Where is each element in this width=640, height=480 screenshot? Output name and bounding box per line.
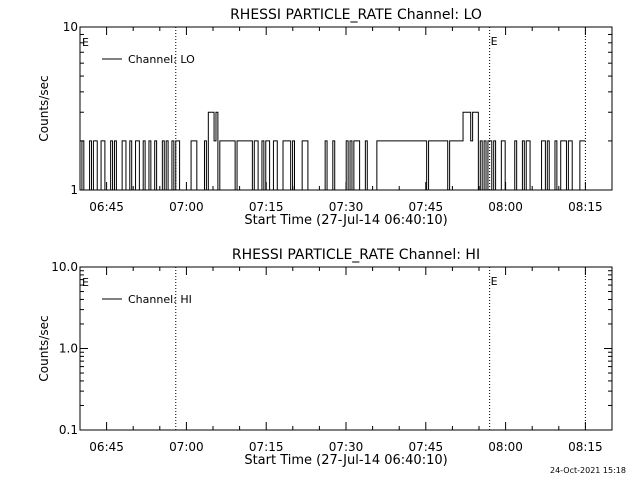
edge-label: E <box>82 36 89 49</box>
x-tick-label: 07:00 <box>169 440 204 454</box>
x-tick-label: 07:45 <box>409 200 444 214</box>
chart-title: RHESSI PARTICLE_RATE Channel: HI <box>232 247 480 263</box>
timestamp: 24-Oct-2021 15:18 <box>550 466 626 475</box>
x-tick-label: 06:45 <box>89 200 124 214</box>
edge-label: E <box>82 276 89 289</box>
series-line <box>79 111 586 191</box>
legend-label: Channel: HI <box>128 293 192 306</box>
y-tick-label: 1.0 <box>59 342 78 356</box>
x-tick-label: 06:45 <box>89 440 124 454</box>
x-tick-label: 08:15 <box>568 440 603 454</box>
marker-label: E <box>491 35 498 48</box>
x-tick-label: 07:15 <box>249 200 284 214</box>
marker-label: E <box>491 275 498 288</box>
x-tick-label: 08:15 <box>568 200 603 214</box>
y-tick-label: 1 <box>70 183 78 197</box>
y-tick-label: 10 <box>63 20 78 34</box>
legend-label: Channel: LO <box>128 53 195 66</box>
x-axis-label: Start Time (27-Jul-14 06:40:10) <box>244 453 447 468</box>
y-tick-label: 10.0 <box>51 260 78 274</box>
x-tick-label: 07:30 <box>329 200 364 214</box>
y-axis-label: Counts/sec <box>37 75 51 141</box>
x-tick-label: 07:15 <box>249 440 284 454</box>
x-tick-label: 08:00 <box>488 200 523 214</box>
y-tick-label: 0.1 <box>59 423 78 437</box>
x-tick-label: 07:30 <box>329 440 364 454</box>
y-axis-label: Counts/sec <box>37 315 51 381</box>
x-axis-label: Start Time (27-Jul-14 06:40:10) <box>244 213 447 228</box>
x-tick-label: 08:00 <box>488 440 523 454</box>
chart-title: RHESSI PARTICLE_RATE Channel: LO <box>230 7 482 23</box>
x-tick-label: 07:00 <box>169 200 204 214</box>
x-tick-label: 07:45 <box>409 440 444 454</box>
